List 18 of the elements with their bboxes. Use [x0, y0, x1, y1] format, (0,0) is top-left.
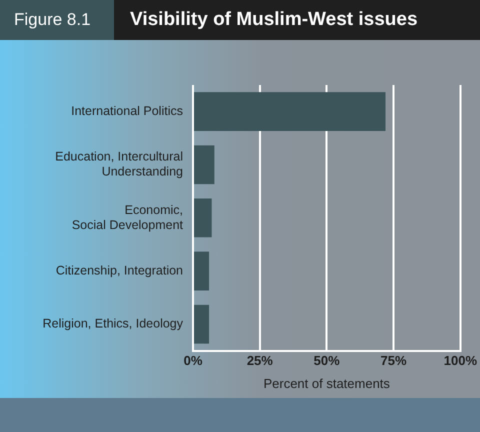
bar [194, 145, 214, 184]
x-tick-label: 50% [314, 353, 340, 368]
text: Figure 8.1 [0, 0, 114, 40]
bar [194, 304, 210, 344]
y-tick-label: Education, Intercultural Understanding [55, 150, 184, 179]
x-tick-label: 75% [380, 353, 407, 368]
x-tick-label: 100% [444, 353, 478, 368]
x-axis-title: Percent of statements [263, 376, 390, 391]
y-tick-label: Citizenship, Integration [56, 264, 184, 278]
chart-title: Visibility of Muslim-West issues [129, 8, 418, 32]
bar [194, 92, 386, 131]
y-tick-label: Economic, Social Development [72, 202, 184, 232]
bar [194, 252, 210, 290]
y-tick-label: Religion, Ethics, Ideology [42, 316, 184, 331]
bar [194, 198, 212, 238]
x-tick-label: 25% [246, 353, 274, 368]
x-tick-label: 0% [184, 353, 203, 368]
y-tick-label: International Politics [71, 104, 183, 118]
